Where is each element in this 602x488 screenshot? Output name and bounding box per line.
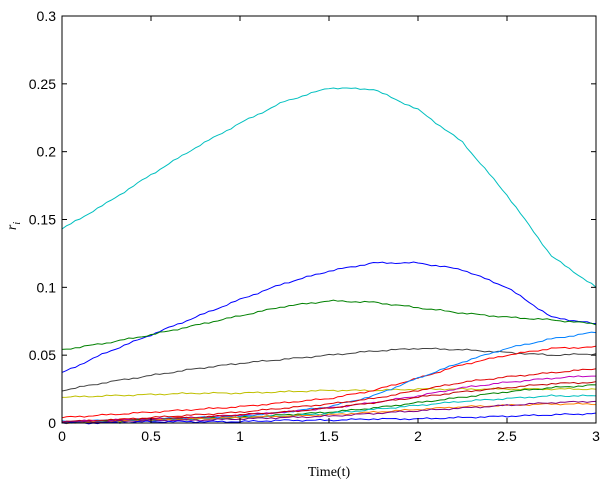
series-line-8: [61, 368, 597, 423]
y-tick-label: 0.2: [37, 144, 57, 160]
series-line-2: [61, 261, 597, 373]
x-tick-label: 2.5: [497, 428, 517, 444]
y-tick-label: 0.05: [29, 347, 56, 363]
series-line-5: [61, 387, 597, 398]
x-tick-label: 1.5: [319, 428, 339, 444]
series-line-3: [61, 299, 597, 350]
x-axis: 0 0.5 1 1.5 2 2.5 3: [58, 16, 600, 444]
y-axis: 0 0.05 0.1 0.15 0.2 0.25 0.3: [29, 8, 596, 431]
y-tick-label: 0.3: [37, 8, 57, 24]
y-tick-label: 0.25: [29, 76, 56, 92]
series-line-4: [61, 347, 597, 392]
plot-frame: [61, 15, 597, 424]
x-tick-label: 2: [414, 428, 422, 444]
series-line-1: [61, 87, 597, 288]
x-tick-label: 3: [592, 428, 600, 444]
y-axis-label: ri: [5, 222, 23, 230]
y-tick-label: 0.15: [29, 212, 56, 228]
series-layer: [61, 87, 597, 425]
y-tick-label: 0.1: [37, 279, 57, 295]
x-tick-label: 0: [58, 428, 66, 444]
x-axis-label: Time(t): [308, 465, 351, 480]
x-tick-label: 1: [236, 428, 244, 444]
x-tick-label: 0.5: [141, 428, 161, 444]
series-line-6: [61, 345, 597, 419]
y-tick-label: 0: [48, 415, 56, 431]
